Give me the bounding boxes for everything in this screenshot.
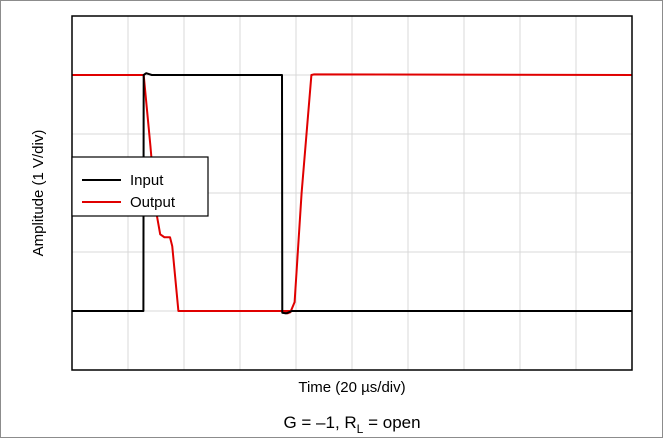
caption-suffix: = open bbox=[363, 413, 420, 432]
legend-label-input: Input bbox=[130, 172, 164, 189]
y-axis-label: Amplitude (1 V/div) bbox=[30, 130, 47, 257]
series-line-output-2 bbox=[281, 73, 633, 315]
x-axis-label: Time (20 µs/div) bbox=[298, 379, 405, 396]
series-line-output bbox=[72, 74, 632, 312]
caption-prefix: G = –1, R bbox=[283, 413, 356, 432]
caption: G = –1, RL = open bbox=[283, 413, 420, 436]
caption-subscript: L bbox=[357, 422, 364, 436]
legend-box bbox=[71, 156, 209, 217]
legend-label-output: Output bbox=[130, 194, 176, 211]
legend: Input Output bbox=[71, 156, 209, 217]
